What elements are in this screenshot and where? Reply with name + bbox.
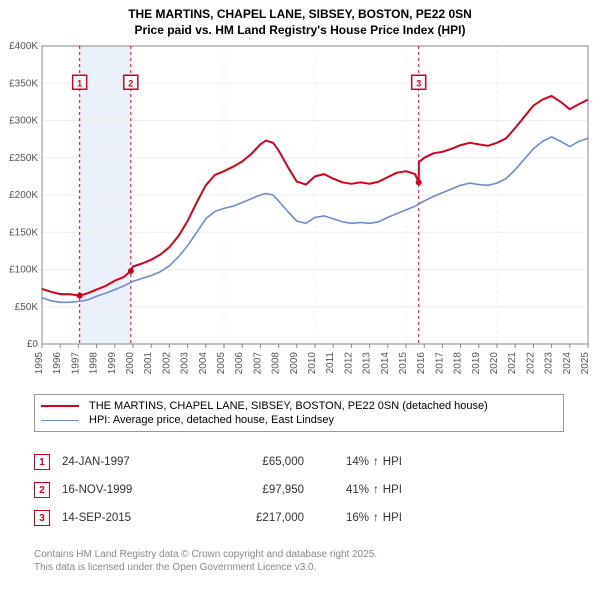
x-tick-label: 2017 [434,352,445,375]
x-tick-label: 2003 [180,352,191,375]
arrow-up-icon: ↑ [373,456,379,468]
license-line-2: This data is licensed under the Open Gov… [34,561,564,574]
y-tick-label: £300K [9,116,38,127]
x-tick-label: 1995 [34,352,45,375]
x-tick-label: 2011 [325,352,336,374]
x-tick-label: 1997 [70,352,81,375]
transaction-delta: 41%↑HPI [346,484,402,496]
x-tick-label: 2013 [362,352,373,375]
y-tick-label: £250K [9,153,38,164]
y-tick-label: £350K [9,78,38,89]
transaction-delta: 16%↑HPI [346,512,402,524]
transactions-table: 1 24-JAN-1997 £65,000 14%↑HPI 2 16-NOV-1999 £9… [34,448,564,532]
legend: THE MARTINS, CHAPEL LANE, SIBSEY, BOSTON… [34,394,564,432]
x-tick-label: 2004 [198,352,209,375]
x-tick-label: 2023 [544,352,555,375]
legend-swatch [41,420,79,421]
transaction-row: 1 24-JAN-1997 £65,000 14%↑HPI [34,448,564,476]
transaction-row: 3 14-SEP-2015 £217,000 16%↑HPI [34,504,564,532]
marker-number: 1 [77,78,82,88]
x-tick-label: 2001 [143,352,154,375]
x-tick-label: 2006 [234,352,245,375]
y-tick-label: £400K [9,42,38,52]
legend-row: HPI: Average price, detached house, East… [41,413,557,427]
transaction-marker-box: 3 [34,510,50,526]
x-tick-label: 2021 [507,352,518,375]
x-tick-label: 2025 [580,352,591,375]
legend-label: THE MARTINS, CHAPEL LANE, SIBSEY, BOSTON… [89,400,488,412]
y-tick-label: £50K [15,302,39,313]
chart-title: THE MARTINS, CHAPEL LANE, SIBSEY, BOSTON… [0,0,600,38]
y-tick-label: £0 [27,339,39,350]
transaction-price: £97,950 [214,484,334,496]
x-tick-label: 2007 [252,352,263,375]
x-tick-label: 2014 [380,352,391,375]
x-tick-label: 1998 [89,352,100,375]
x-tick-label: 2008 [271,352,282,375]
x-tick-label: 1996 [52,352,63,375]
marker-number: 2 [128,78,133,88]
transaction-row: 2 16-NOV-1999 £97,950 41%↑HPI [34,476,564,504]
chart-area: £0 £50K £100K £150K £200K £250K £300K £350K £400… [0,42,600,386]
x-tick-label: 2020 [489,352,500,375]
license-line-1: Contains HM Land Registry data © Crown c… [34,548,564,561]
x-tick-label: 2002 [161,352,172,375]
arrow-up-icon: ↑ [373,484,379,496]
arrow-up-icon: ↑ [373,512,379,524]
legend-label: HPI: Average price, detached house, East… [89,414,334,426]
title-line-1: THE MARTINS, CHAPEL LANE, SIBSEY, BOSTON… [0,6,600,22]
transaction-marker-box: 1 [34,454,50,470]
transaction-delta: 14%↑HPI [346,456,402,468]
transaction-date: 14-SEP-2015 [62,512,202,524]
x-tick-label: 2016 [416,352,427,375]
x-tick-label: 2000 [125,352,136,375]
x-tick-label: 2019 [471,352,482,375]
transaction-price: £65,000 [214,456,334,468]
marker-number: 3 [416,78,421,88]
chart-svg: £0 £50K £100K £150K £200K £250K £300K £350K £400… [0,42,600,386]
legend-row: THE MARTINS, CHAPEL LANE, SIBSEY, BOSTON… [41,399,557,413]
price-chart-page: THE MARTINS, CHAPEL LANE, SIBSEY, BOSTON… [0,0,600,590]
x-tick-label: 2010 [307,352,318,375]
transaction-date: 24-JAN-1997 [62,456,202,468]
y-tick-label: £150K [9,227,38,238]
x-tick-label: 2009 [289,352,300,375]
license-text: Contains HM Land Registry data © Crown c… [34,548,564,574]
x-tick-label: 2018 [453,352,464,375]
x-tick-label: 2012 [343,352,354,375]
transaction-date: 16-NOV-1999 [62,484,202,496]
transaction-price: £217,000 [214,512,334,524]
y-tick-label: £200K [9,190,38,201]
x-tick-label: 2015 [398,352,409,375]
x-tick-label: 2024 [562,352,573,375]
title-line-2: Price paid vs. HM Land Registry's House … [0,22,600,38]
y-tick-label: £100K [9,265,38,276]
x-tick-label: 2005 [216,352,227,375]
transaction-marker-box: 2 [34,482,50,498]
x-tick-label: 1999 [107,352,118,375]
x-tick-label: 2022 [525,352,536,375]
legend-swatch [41,405,79,407]
